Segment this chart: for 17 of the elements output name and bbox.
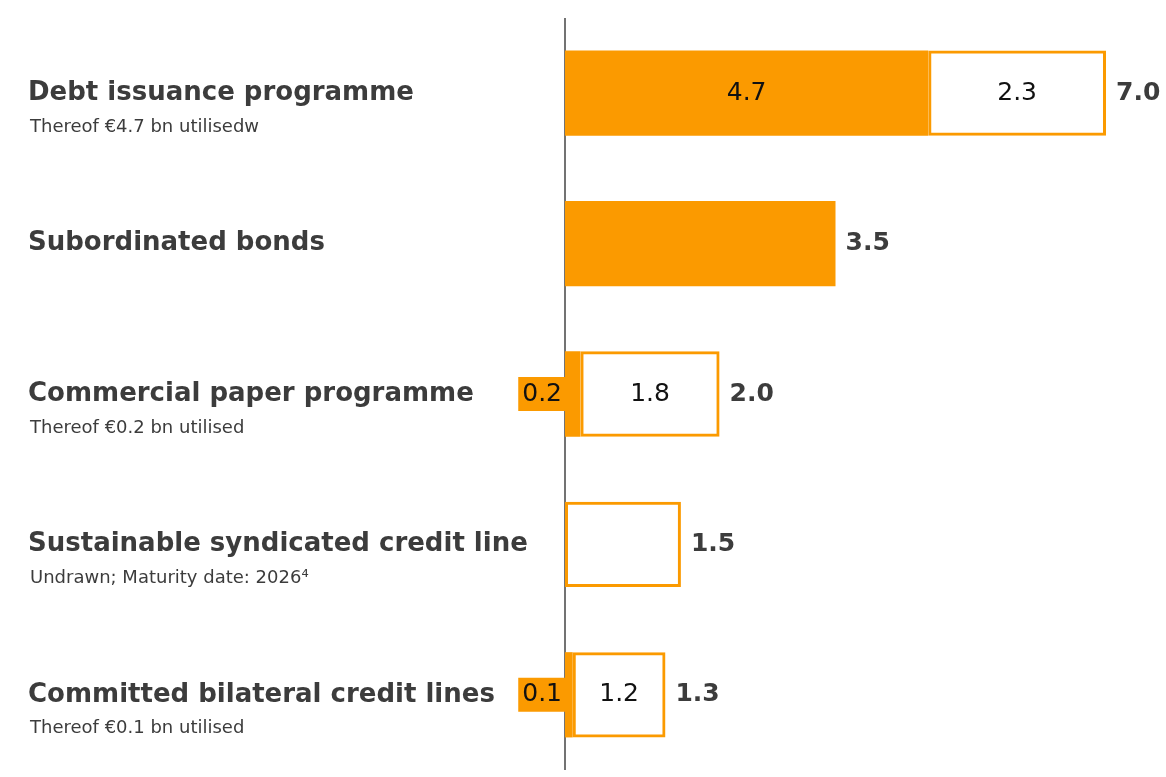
y-tick-label: Commercial paper programme Thereof €0.2 bn utilised: [28, 376, 474, 437]
total-label: 3.5: [845, 227, 890, 257]
bar: [565, 200, 836, 287]
data-label: 0.1: [522, 678, 562, 708]
total-label: 1.5: [690, 527, 736, 557]
data-label: 1.2: [599, 678, 639, 708]
data-label: 2.3: [997, 76, 1037, 106]
data-label: 4.7: [726, 76, 767, 106]
total-label: 2.0: [729, 377, 774, 407]
total-label: 1.3: [675, 678, 720, 708]
y-tick-label: Sustainable syndicated credit line Undrawn; Maturity date: 2026⁴: [28, 527, 528, 588]
y-tick-label: Debt issuance programme Thereof €4.7 bn utilisedw: [28, 75, 414, 136]
y-tick-label: Subordinated bonds: [28, 226, 325, 257]
data-label: 0.2: [522, 377, 562, 407]
data-label: 1.8: [630, 377, 670, 407]
total-label: 7.0: [1116, 76, 1161, 106]
y-tick-label: Committed bilateral credit lines Thereof €0.1 bn utilised: [28, 677, 495, 738]
